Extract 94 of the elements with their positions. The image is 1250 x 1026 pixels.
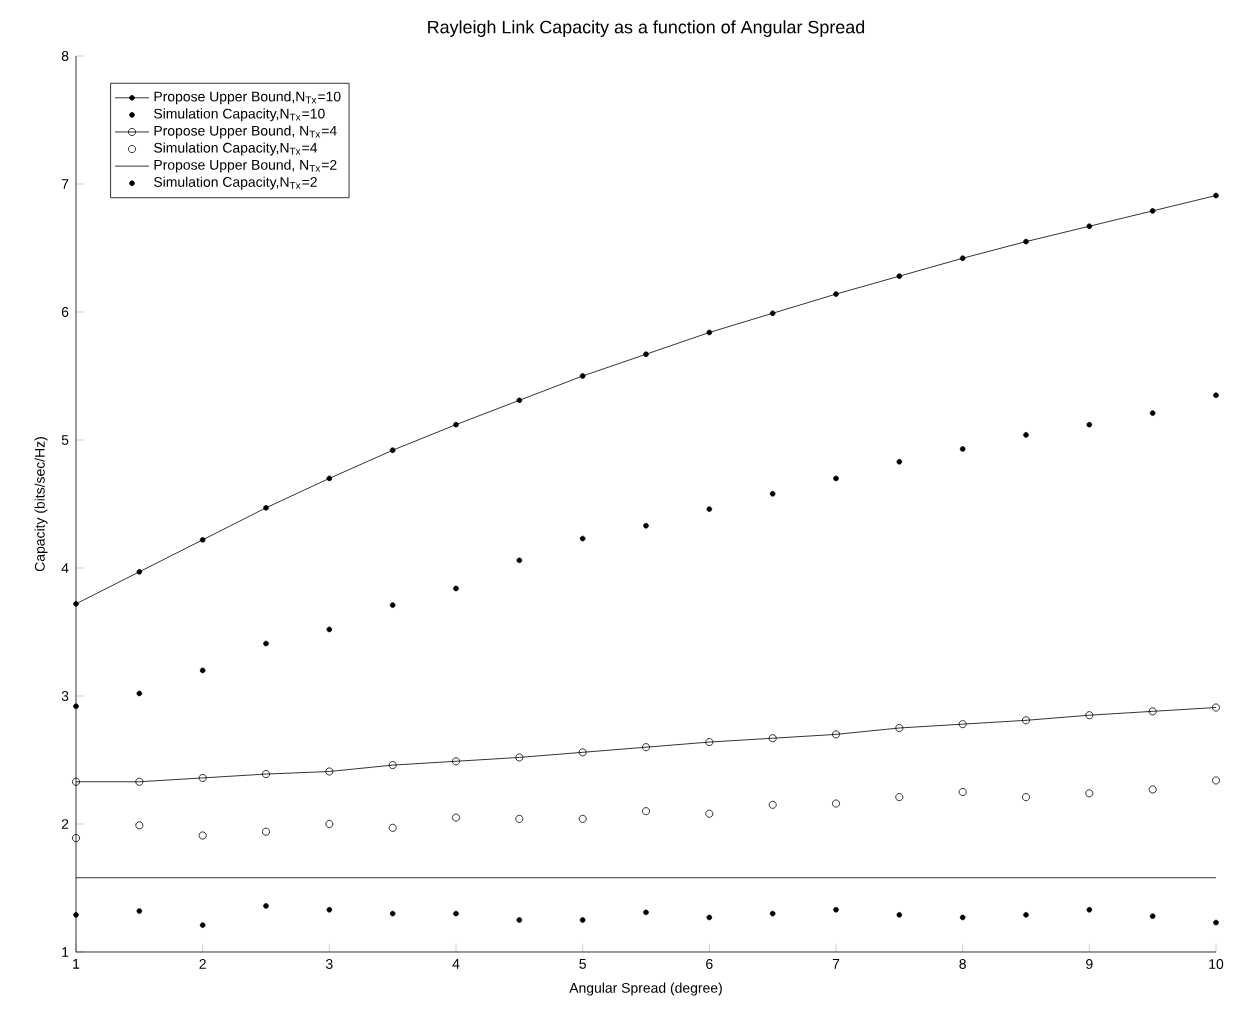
point: [326, 475, 333, 482]
point: [389, 910, 396, 917]
point: [515, 814, 524, 823]
point: [1148, 707, 1157, 716]
point: [1212, 776, 1220, 785]
point: [199, 667, 206, 674]
point: [453, 585, 459, 592]
point: [1213, 392, 1219, 398]
point: [325, 820, 334, 828]
point: [706, 329, 713, 336]
point: [72, 834, 80, 843]
point: [768, 800, 777, 809]
point: [263, 505, 269, 511]
point: [1022, 793, 1030, 802]
point: [768, 734, 777, 743]
point: [325, 767, 334, 776]
point: [73, 601, 79, 607]
point: [263, 903, 269, 909]
point: [262, 770, 270, 779]
point: [958, 788, 967, 796]
point: [1213, 919, 1219, 926]
point: [263, 640, 269, 647]
point: [73, 703, 79, 710]
point: [578, 814, 587, 823]
point: [579, 373, 586, 379]
point: [136, 908, 143, 914]
chart-title: Rayleigh Link Capacity as a function of Angular Spread: [428, 20, 865, 37]
point: [389, 447, 396, 454]
point: [515, 753, 524, 762]
point: [833, 906, 839, 913]
point: [643, 522, 649, 529]
point: [769, 310, 776, 317]
point: [1149, 410, 1156, 416]
point: [1149, 913, 1156, 919]
point: [135, 777, 144, 786]
point: [958, 720, 967, 729]
point: [579, 917, 586, 923]
point: [1213, 192, 1219, 199]
point: [706, 914, 713, 921]
point: [136, 690, 143, 697]
point: [769, 490, 776, 497]
point: [199, 922, 206, 928]
point: [1086, 906, 1093, 913]
point: [389, 602, 396, 608]
point: [198, 831, 207, 840]
point: [833, 475, 839, 482]
point: [578, 748, 587, 757]
point: [326, 906, 333, 913]
point: [388, 761, 397, 770]
point: [959, 914, 966, 921]
point: [832, 730, 840, 739]
point: [262, 827, 270, 836]
point: [452, 757, 460, 766]
point: [896, 912, 903, 918]
point: [895, 793, 904, 802]
point: [1085, 789, 1094, 798]
point: [73, 912, 79, 918]
point: [199, 537, 206, 543]
point: [643, 351, 649, 358]
point: [326, 626, 333, 633]
point: [1149, 208, 1156, 214]
point: [642, 743, 650, 752]
point: [896, 458, 903, 465]
point: [198, 773, 207, 782]
point: [579, 535, 586, 542]
point: [516, 917, 523, 923]
point: [1086, 223, 1093, 230]
point: [705, 738, 714, 747]
point: [1022, 716, 1030, 725]
point: [452, 813, 460, 822]
point: [1023, 912, 1029, 918]
point: [453, 421, 459, 428]
point: [516, 397, 523, 404]
point: [1023, 238, 1029, 245]
point: [1085, 711, 1094, 720]
point: [959, 255, 966, 262]
point: [706, 506, 713, 512]
point: [643, 909, 649, 916]
point: [896, 273, 903, 279]
point: [1086, 421, 1093, 428]
point: [959, 446, 966, 452]
point: [135, 821, 144, 830]
point: [1148, 785, 1157, 794]
point: [642, 807, 650, 816]
point: [705, 809, 714, 818]
point: [1023, 432, 1029, 438]
point: [388, 823, 397, 832]
point: [832, 799, 840, 808]
point: [769, 910, 776, 917]
point: [895, 724, 904, 732]
point: [516, 557, 523, 564]
point: [833, 291, 839, 297]
point: [136, 569, 143, 575]
point: [453, 910, 459, 917]
